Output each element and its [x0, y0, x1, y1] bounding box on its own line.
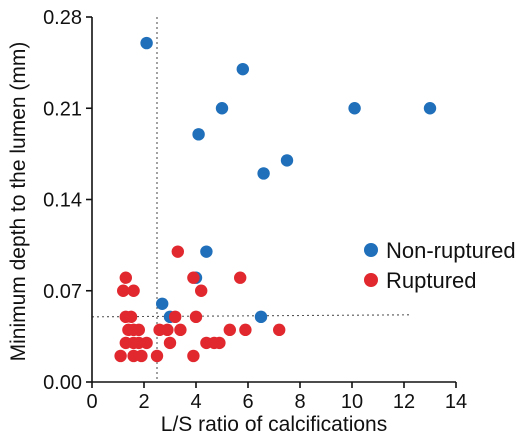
ruptured-point: [273, 323, 286, 337]
legend-label-ruptured: Ruptured: [386, 268, 477, 293]
x-tick-label: 12: [393, 391, 415, 413]
ruptured-point: [171, 245, 184, 258]
non-ruptured-point: [215, 102, 229, 115]
non-ruptured-point: [236, 62, 249, 76]
non-ruptured-point: [254, 310, 268, 324]
non-ruptured-point: [348, 102, 361, 115]
ruptured-point: [119, 271, 132, 284]
legend-marker-ruptured: [364, 273, 378, 287]
non-ruptured-point: [423, 102, 437, 115]
legend-label-non-ruptured: Non-ruptured: [386, 238, 516, 263]
ruptured-point: [213, 336, 226, 350]
x-tick-label: 10: [341, 391, 363, 413]
ruptured-point: [127, 284, 140, 297]
non-ruptured-point: [156, 297, 169, 310]
ruptured-point: [223, 323, 236, 337]
y-tick-label: 0.14: [43, 190, 82, 212]
legend: Non-ruptured Ruptured: [364, 238, 516, 293]
x-tick-label: 8: [294, 391, 305, 413]
x-tick-label: 4: [190, 391, 201, 413]
ruptured-point: [234, 271, 247, 284]
x-tick-label: 0: [86, 391, 97, 413]
x-tick-label: 6: [242, 391, 253, 413]
ruptured-point: [195, 284, 208, 297]
non-ruptured-point: [257, 167, 270, 180]
ruptured-point: [132, 323, 145, 337]
x-tick-label: 2: [138, 391, 149, 413]
non-ruptured-point: [280, 154, 294, 167]
ruptured-point: [140, 336, 153, 350]
ruptured-point: [163, 336, 177, 350]
ruptured-point: [189, 310, 203, 324]
non-ruptured-point: [140, 36, 153, 50]
y-tick-label: 0.07: [43, 281, 82, 303]
legend-marker-non-ruptured: [364, 243, 378, 257]
ruptured-point: [239, 323, 252, 337]
data-points: [114, 36, 437, 363]
horizontal-reference-line: [91, 314, 412, 318]
ruptured-point: [187, 271, 200, 284]
reference-lines: [91, 17, 412, 382]
ruptured-point: [117, 284, 130, 297]
y-tick-label: 0.00: [43, 372, 82, 394]
x-axis-title: L/S ratio of calcifications: [161, 413, 387, 436]
ruptured-point: [169, 310, 182, 324]
ticks: 0 2 4 6 8 10 12 14 0.00 0.07 0.14 0.21 0.28: [43, 7, 467, 413]
y-tick-label: 0.28: [43, 7, 82, 29]
non-ruptured-point: [200, 245, 213, 258]
y-tick-label: 0.21: [43, 98, 82, 120]
ruptured-point: [174, 323, 187, 337]
ruptured-point: [187, 349, 200, 363]
ruptured-point: [114, 349, 127, 363]
non-ruptured-point: [192, 128, 205, 141]
x-tick-label: 14: [445, 391, 467, 413]
ruptured-point: [150, 349, 164, 363]
ruptured-point: [124, 310, 138, 324]
ruptured-point: [135, 349, 148, 363]
y-axis-title: Minimum depth to the lumen (mm): [7, 42, 30, 362]
ruptured-point: [161, 323, 174, 337]
